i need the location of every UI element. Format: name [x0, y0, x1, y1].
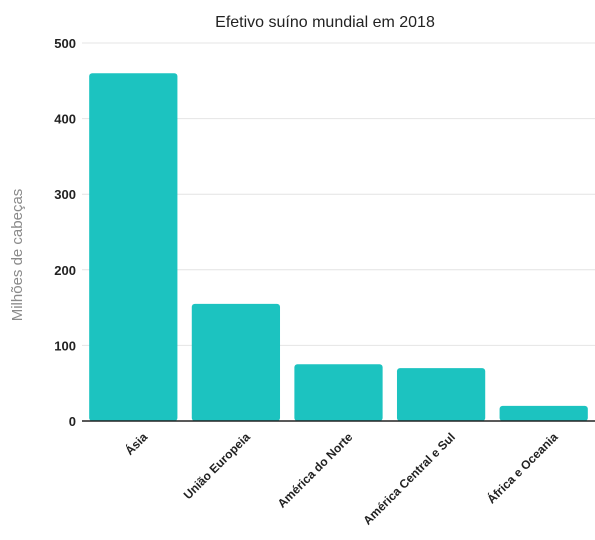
- y-tick-label: 100: [54, 338, 76, 353]
- y-tick-label: 300: [54, 187, 76, 202]
- y-tick-label: 200: [54, 263, 76, 278]
- bar-2: [191, 303, 281, 421]
- y-tick-label: 500: [54, 36, 76, 51]
- y-tick-label: 0: [69, 414, 76, 429]
- bar-5: [499, 405, 588, 421]
- bar-3: [294, 364, 383, 421]
- bar-4: [396, 368, 486, 421]
- y-axis-ticks: 0 100 200 300 400 500: [54, 36, 76, 429]
- x-tick-label: América Central e Sul: [360, 430, 458, 528]
- y-axis-label: Milhões de cabeças: [9, 189, 26, 322]
- y-tick-label: 400: [54, 112, 76, 127]
- x-axis-ticks: Ásia União Europeia América do Norte Améric…: [122, 429, 561, 528]
- x-tick-label: Ásia: [122, 429, 151, 458]
- bars: [89, 73, 588, 422]
- bar-1: [89, 73, 178, 422]
- x-tick-label: África e Oceania: [483, 429, 560, 506]
- x-tick-label: União Europeia: [181, 430, 253, 502]
- x-tick-label: América do Norte: [275, 430, 356, 511]
- chart-title: Efetivo suíno mundial em 2018: [215, 14, 435, 31]
